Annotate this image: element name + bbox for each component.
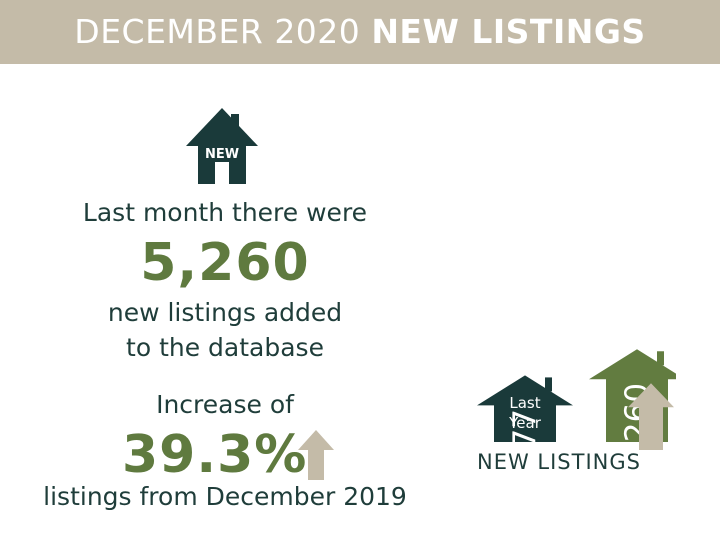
bar-this-year-chimney	[657, 351, 664, 366]
bar-last-year: 3,777 Last Year	[477, 375, 573, 450]
footer-text: listings from December 2019	[43, 482, 407, 511]
bar-last-year-chimney	[545, 377, 552, 392]
listing-count: 5,260	[140, 233, 310, 293]
chart-x-label: NEW LISTINGS	[477, 450, 641, 474]
listings-chart: 3,777 Last Year 5,260	[477, 349, 676, 450]
up-arrow-icon	[298, 430, 334, 480]
bar-this-year: 5,260	[589, 349, 676, 450]
house-icon: NEW	[186, 108, 258, 184]
description-line-2: to the database	[126, 333, 324, 362]
header-title-light: DECEMBER 2020	[74, 12, 361, 51]
bar-last-year-category-line-2: Year	[508, 414, 542, 432]
bar-last-year-shape	[477, 375, 573, 442]
increase-percent: 39.3%	[122, 425, 308, 485]
header-title-bold: NEW LISTINGS	[371, 12, 646, 51]
bar-this-year-arrow-icon	[628, 383, 674, 450]
bar-last-year-category-line-1: Last	[509, 394, 540, 412]
page-header: DECEMBER 2020 NEW LISTINGS	[0, 0, 720, 64]
description-line-1: new listings added	[107, 298, 343, 327]
bar-last-year-value: 3,777	[507, 409, 543, 450]
house-badge-label: NEW	[205, 147, 239, 162]
increase-label: Increase of	[156, 390, 294, 419]
intro-text: Last month there were	[82, 198, 368, 227]
